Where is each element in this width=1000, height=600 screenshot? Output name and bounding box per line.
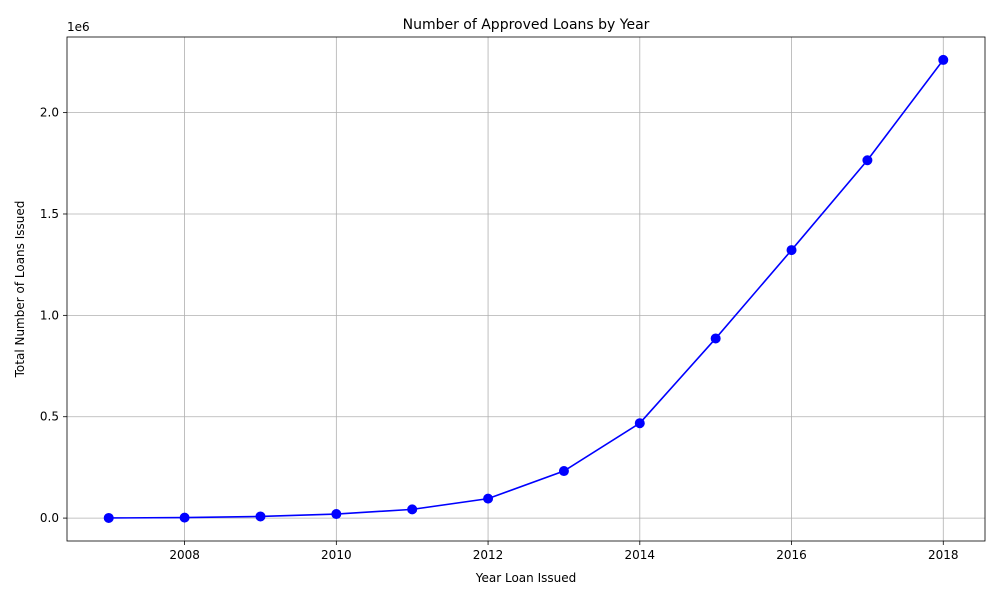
grid-lines xyxy=(67,37,985,541)
y-tick-label: 0.5 xyxy=(40,410,59,424)
y-tick-label: 1.5 xyxy=(40,207,59,221)
data-point xyxy=(483,493,494,504)
data-point xyxy=(558,466,569,477)
x-tick-label: 2010 xyxy=(321,548,352,562)
data-point xyxy=(938,54,949,65)
data-series xyxy=(103,54,949,523)
data-point xyxy=(255,511,266,522)
y-axis-label: Total Number of Loans Issued xyxy=(13,201,27,379)
data-point xyxy=(331,509,342,520)
y-tick-label: 2.0 xyxy=(40,106,59,120)
y-tick-label: 0.0 xyxy=(40,511,59,525)
series-line xyxy=(108,59,944,519)
data-point xyxy=(710,333,721,344)
data-point xyxy=(407,504,418,515)
axis-ticks: 2008 2010 2012 2014 2016 2018 0.0 0.5 1.0 1.5 2.0 xyxy=(40,106,959,562)
x-tick-label: 2018 xyxy=(928,548,959,562)
data-point xyxy=(179,512,190,523)
x-tick-label: 2014 xyxy=(625,548,656,562)
data-point xyxy=(786,245,797,256)
x-axis-label: Year Loan Issued xyxy=(475,571,576,585)
y-axis-offset-label: 1e6 xyxy=(67,20,90,34)
data-point xyxy=(862,155,873,166)
data-point xyxy=(103,512,114,523)
plot-area-frame xyxy=(66,36,986,542)
data-point xyxy=(634,418,645,429)
x-tick-label: 2012 xyxy=(473,548,504,562)
y-tick-label: 1.0 xyxy=(40,308,59,322)
chart-title: Number of Approved Loans by Year xyxy=(403,17,650,33)
x-tick-label: 2016 xyxy=(776,548,807,562)
x-tick-label: 2008 xyxy=(169,548,200,562)
